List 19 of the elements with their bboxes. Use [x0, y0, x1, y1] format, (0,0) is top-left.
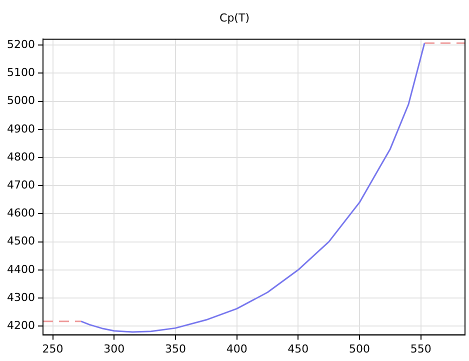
- y-tick-label: 4300: [6, 290, 35, 304]
- y-tick-label: 5100: [6, 66, 35, 80]
- x-tick-label: 550: [410, 342, 432, 356]
- x-tick-label: 300: [104, 342, 125, 356]
- y-tick-label: 5200: [6, 38, 35, 51]
- x-tick-label: 450: [288, 342, 309, 356]
- x-tick-label: 350: [164, 342, 186, 356]
- x-tick-label: 250: [42, 342, 64, 356]
- x-tick-label: 500: [349, 342, 370, 356]
- y-tick-label: 4700: [6, 178, 35, 192]
- y-tick-label: 4200: [6, 318, 35, 332]
- y-tick-label: 4900: [6, 122, 35, 136]
- y-tick-label: 4600: [6, 206, 35, 220]
- y-tick-label: 4800: [6, 150, 35, 164]
- y-tick-label: 5000: [6, 94, 35, 108]
- chart-title: Cp(T): [220, 11, 250, 24]
- y-tick-label: 4500: [6, 234, 35, 248]
- y-tick-label: 4400: [6, 262, 35, 276]
- x-tick-label: 400: [226, 342, 248, 356]
